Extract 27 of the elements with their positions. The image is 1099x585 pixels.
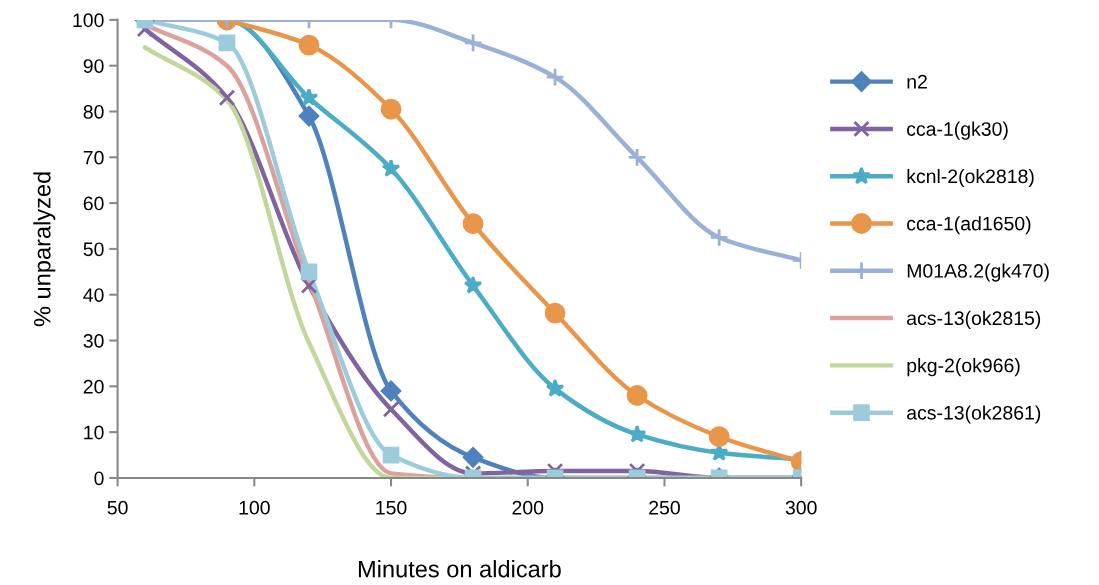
y-tick-label: 50 — [83, 242, 104, 257]
y-tick-label: 10 — [84, 425, 104, 440]
x-tick-label: 150 — [376, 500, 407, 515]
y-tick-label: 30 — [83, 334, 104, 348]
legend-label: pkg-2(ok966) — [907, 358, 1020, 377]
legend-label: acs-13(ok2861) — [907, 405, 1041, 424]
legend-label: n2 — [907, 74, 927, 89]
y-tick-label: 60 — [83, 196, 104, 211]
legend-label: M01A8.2(gk470) — [907, 263, 1049, 282]
y-tick-label: 70 — [83, 150, 104, 165]
legend-label: cca-1(gk30) — [907, 121, 1008, 140]
y-tick-label: 0 — [94, 471, 104, 486]
y-tick-label: 80 — [83, 104, 104, 119]
legend-label: cca-1(ad1650) — [907, 216, 1031, 235]
y-tick-label: 90 — [83, 59, 104, 73]
x-tick-label: 250 — [649, 500, 680, 515]
y-axis-title: % unparalyzed — [33, 172, 56, 327]
y-tick-label: 40 — [83, 288, 104, 302]
x-tick-label: 100 — [239, 500, 270, 515]
x-tick-label: 50 — [107, 500, 128, 515]
x-tick-label: 200 — [512, 500, 544, 515]
x-tick-label: 300 — [785, 500, 817, 515]
legend-label: acs-13(ok2815) — [907, 310, 1041, 329]
legend-label: kcnl-2(ok2818) — [907, 168, 1034, 188]
x-axis-title: Minutes on aldicarb — [358, 560, 561, 578]
y-tick-label: 20 — [83, 379, 104, 394]
y-tick-label: 100 — [73, 13, 104, 28]
